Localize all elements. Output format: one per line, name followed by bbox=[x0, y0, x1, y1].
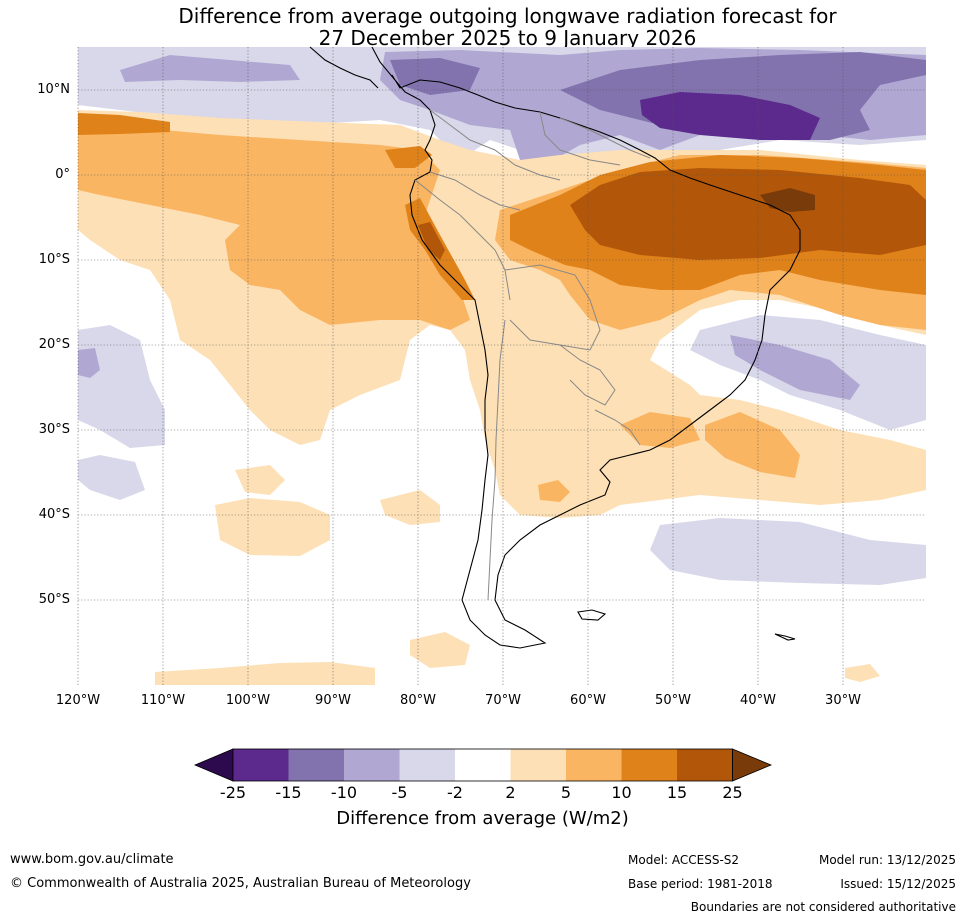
anomaly-region-neg-light-south bbox=[650, 518, 926, 585]
anomaly-region-pos-extreme bbox=[760, 188, 815, 212]
anomaly-region-pos-very-strong-peru bbox=[418, 222, 445, 260]
anomaly-region-neg-medium-east bbox=[730, 335, 860, 400]
anomaly-region-pos-strong-coast bbox=[385, 146, 432, 168]
colorbar-swatch-5 bbox=[455, 749, 511, 781]
colorbar-swatch-3 bbox=[344, 749, 400, 781]
boundary-ecuador-peru bbox=[414, 179, 461, 216]
colorbar-tick: 25 bbox=[722, 783, 743, 802]
colorbar-tick: -5 bbox=[391, 783, 408, 802]
coastlines bbox=[309, 46, 801, 649]
map-title-line2: 27 December 2025 to 9 January 2026 bbox=[318, 26, 697, 50]
anomaly-region-neg-light-west2 bbox=[78, 455, 145, 500]
footer-disclaimer: Boundaries are not considered authoritat… bbox=[690, 900, 956, 914]
lon-label-120w: 120°W bbox=[55, 693, 101, 708]
colorbar-swatch-1 bbox=[233, 749, 289, 781]
footer-model: Model: ACCESS-S2 bbox=[628, 853, 740, 867]
lat-label-20s: 20°S bbox=[38, 337, 70, 352]
map-title-line1: Difference from average outgoing longwav… bbox=[178, 4, 837, 28]
colorbar-swatch-9 bbox=[677, 749, 733, 781]
lat-label-50s: 50°S bbox=[38, 592, 70, 607]
colorbar-tick: 5 bbox=[560, 783, 572, 802]
anomaly-region-neg-light-west bbox=[78, 325, 165, 448]
colorbar-tick: -2 bbox=[447, 783, 463, 802]
colorbar-tick: -15 bbox=[275, 783, 302, 802]
anomaly-region-pos-light-mid bbox=[380, 490, 440, 525]
anomaly-region-neg-strong-north bbox=[390, 58, 480, 95]
colorbar-arrow-below bbox=[193, 748, 234, 782]
south-america-coastline bbox=[371, 46, 801, 649]
boundary-guianas bbox=[559, 117, 651, 159]
anomaly-region-neg-medium-west bbox=[78, 348, 100, 378]
anomaly-region-pos-medium bbox=[78, 125, 470, 330]
lat-label-30s: 30°S bbox=[38, 422, 70, 437]
boundary-venezuela-brazil bbox=[539, 111, 621, 166]
colorbar-tick: 15 bbox=[666, 783, 688, 802]
colorbar-swatch-7 bbox=[566, 749, 622, 781]
anomaly-region-pos-light-se bbox=[845, 664, 880, 682]
lat-label-10n: 10°N bbox=[37, 82, 70, 97]
boundary-bolivia bbox=[504, 264, 601, 351]
central-america-coastline bbox=[309, 46, 379, 89]
footer-model-run: Model run: 13/12/2025 bbox=[818, 853, 956, 867]
colorbar-frame bbox=[232, 748, 733, 782]
lon-label-70w: 70°W bbox=[485, 693, 521, 708]
footer-website-link[interactable]: www.bom.gov.au/climate bbox=[10, 852, 174, 867]
anomaly-region-pos-light-sw2 bbox=[235, 465, 285, 495]
anomaly-region-pos-light-sw bbox=[215, 498, 330, 556]
colorbar-tick: -10 bbox=[330, 783, 358, 802]
lon-label-110w: 110°W bbox=[140, 693, 186, 708]
anomaly-region-pos-light-s2 bbox=[410, 632, 470, 668]
lon-label-100w: 100°W bbox=[225, 693, 271, 708]
colorbar-arrow-above bbox=[732, 748, 773, 782]
footer-base-period: Base period: 1981-2018 bbox=[628, 877, 773, 891]
lon-label-40w: 40°W bbox=[740, 693, 776, 708]
anomaly-region-pos-strong bbox=[78, 113, 170, 135]
lat-label-40s: 40°S bbox=[38, 507, 70, 522]
south-georgia-coastline bbox=[774, 633, 796, 641]
falklands-coastline bbox=[577, 609, 607, 621]
anomaly-region-pos-medium-se bbox=[705, 412, 800, 478]
colorbar-tick: -25 bbox=[219, 783, 247, 802]
lon-label-30w: 30°W bbox=[825, 693, 861, 708]
anomaly-field bbox=[78, 47, 926, 685]
lon-label-50w: 50°W bbox=[655, 693, 691, 708]
colorbar-title: Difference from average (W/m2) bbox=[336, 808, 629, 829]
lon-label-80w: 80°W bbox=[400, 693, 436, 708]
anomaly-region-pos-very-strong bbox=[570, 168, 926, 260]
footer-issued: Issued: 15/12/2025 bbox=[840, 877, 956, 891]
lat-label-10s: 10°S bbox=[38, 252, 70, 267]
colorbar-tick: 10 bbox=[611, 783, 632, 802]
lat-label-0: 0° bbox=[55, 167, 70, 182]
anomaly-region-pos-medium-arg bbox=[538, 480, 570, 502]
colorbar-tick: 2 bbox=[505, 783, 516, 802]
lon-label-60w: 60°W bbox=[570, 693, 606, 708]
footer-copyright: © Commonwealth of Australia 2025, Austra… bbox=[10, 876, 471, 891]
boundary-peru-brazil bbox=[459, 214, 511, 301]
lon-label-90w: 90°W bbox=[315, 693, 351, 708]
boundary-chile-argentina bbox=[487, 319, 506, 601]
anomaly-region-pos-medium-brazil bbox=[620, 412, 700, 448]
boundary-uruguay bbox=[594, 409, 641, 446]
boundary-paraguay bbox=[559, 344, 616, 406]
colorbar-swatch-8 bbox=[621, 749, 677, 781]
graticule bbox=[77, 47, 926, 685]
colorbar-swatch-4 bbox=[399, 749, 455, 781]
anomaly-region-neg-extreme bbox=[640, 92, 820, 140]
colorbar-swatch-2 bbox=[288, 749, 344, 781]
colorbar-swatch-6 bbox=[510, 749, 566, 781]
anomaly-region-neg-medium bbox=[120, 55, 300, 82]
anomaly-region-pos-light-s bbox=[155, 662, 375, 685]
boundary-colombia-south bbox=[429, 171, 521, 211]
